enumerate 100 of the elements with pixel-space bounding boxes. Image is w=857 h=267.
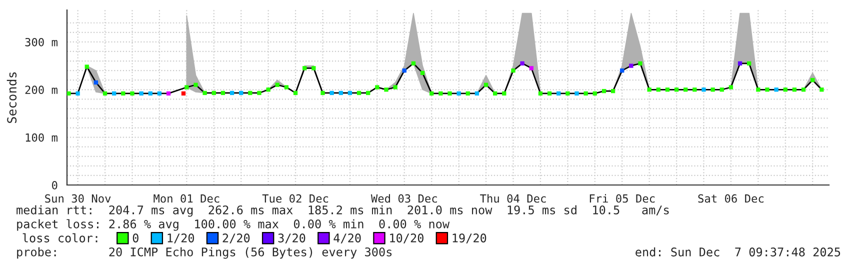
- point: [801, 88, 806, 92]
- legend-label: 4/20: [334, 234, 361, 244]
- point: [181, 91, 186, 96]
- legend-label: 1/20: [168, 234, 194, 244]
- point: [710, 88, 715, 92]
- point: [529, 66, 534, 70]
- line-series: [68, 62, 822, 94]
- point: [230, 90, 234, 96]
- point: [202, 90, 207, 96]
- point: [592, 91, 597, 96]
- text: probe: 20 ICMP Echo Pings (56 Bytes) every 300s: [17, 247, 392, 259]
- point: [194, 82, 198, 87]
- legend-title: loss color:: [22, 233, 98, 242]
- point: [393, 85, 398, 90]
- y-axis-title: Seconds: [6, 72, 17, 123]
- point: [538, 91, 543, 96]
- point: [656, 88, 660, 92]
- point: [466, 91, 470, 96]
- x-tick-label: Sun 30 Nov: [45, 194, 111, 203]
- point: [166, 91, 171, 96]
- point: [402, 68, 406, 73]
- point: [728, 85, 734, 90]
- point: [684, 88, 688, 92]
- x-tick-label: Fri 05 Dec: [590, 194, 655, 203]
- point: [348, 90, 352, 96]
- point: [620, 68, 624, 73]
- x-tick-label: Mon 01 Dec: [154, 194, 220, 203]
- point: [411, 61, 416, 66]
- point: [157, 91, 162, 96]
- point: [375, 85, 380, 90]
- point: [820, 88, 824, 92]
- point: [765, 88, 770, 92]
- y-tick-label: 100 m: [26, 133, 58, 142]
- point: [430, 91, 434, 96]
- point: [756, 88, 760, 92]
- point: [738, 61, 742, 66]
- x-tick-label: Sat 06 Dec: [698, 194, 764, 203]
- y-tick-label: 0: [52, 181, 58, 190]
- point: [629, 64, 634, 68]
- point: [520, 61, 524, 66]
- point: [574, 91, 579, 96]
- point: [302, 66, 307, 70]
- point: [720, 88, 724, 92]
- point: [602, 88, 606, 94]
- point: [94, 80, 98, 85]
- point: [121, 91, 126, 96]
- point: [747, 61, 752, 66]
- legend-label: 2/20: [222, 234, 250, 244]
- point: [312, 66, 316, 70]
- point: [474, 91, 480, 96]
- point: [293, 90, 298, 96]
- point: [338, 90, 343, 96]
- point: [148, 91, 152, 96]
- point: [130, 91, 134, 96]
- point: [266, 88, 270, 92]
- x-tick-label: Tue 02 Dec: [262, 194, 328, 203]
- point: [665, 88, 670, 92]
- legend-label: 19/20: [452, 234, 486, 244]
- point: [493, 91, 498, 96]
- point: [212, 90, 216, 96]
- text: packet loss: 2.86 % avg 100.00 % max 0.00 % min 0.00 % now: [17, 219, 450, 231]
- point: [610, 88, 616, 94]
- point: [248, 90, 252, 96]
- legend-label: 0: [132, 234, 138, 242]
- point: [456, 91, 461, 96]
- point: [511, 68, 516, 73]
- point: [438, 91, 443, 96]
- point: [502, 91, 506, 96]
- point: [366, 90, 370, 96]
- legend-label: 3/20: [278, 234, 306, 244]
- point: [420, 70, 425, 76]
- point: [84, 64, 89, 69]
- text: end: Sun Dec 7 09:37:48 2025: [636, 247, 840, 256]
- point: [67, 91, 71, 96]
- x-tick-label: Thu 04 Dec: [480, 194, 546, 203]
- point: [139, 91, 144, 96]
- point: [330, 90, 334, 96]
- point: [384, 88, 388, 92]
- point: [566, 91, 570, 96]
- point: [284, 85, 289, 90]
- point: [692, 88, 697, 92]
- point: [702, 88, 706, 92]
- point: [220, 90, 226, 96]
- point: [810, 78, 815, 82]
- point: [647, 88, 652, 92]
- point: [674, 88, 679, 92]
- point: [556, 91, 561, 96]
- point: [275, 82, 280, 87]
- y-tick-label: 200 m: [25, 86, 58, 94]
- point: [112, 91, 116, 96]
- point: [638, 61, 642, 66]
- point: [484, 82, 488, 87]
- point: [257, 90, 262, 96]
- point: [320, 90, 325, 96]
- point: [792, 88, 797, 92]
- point: [448, 91, 452, 96]
- point: [547, 91, 552, 96]
- point: [774, 88, 778, 92]
- point: [239, 90, 244, 96]
- text: median rtt: 204.7 ms avg 262.6 ms max 185.2 ms min 201.0 ms now 19.5 ms sd 10.5 am/s: [16, 205, 669, 217]
